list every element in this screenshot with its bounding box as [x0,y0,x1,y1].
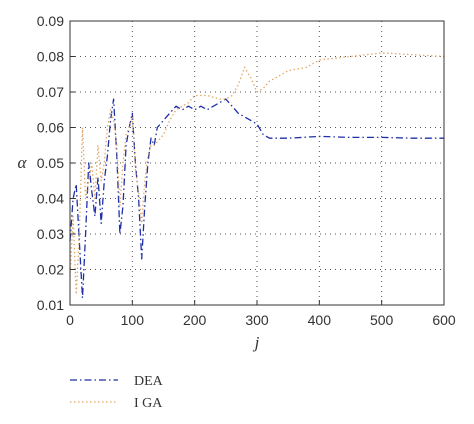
legend-label: I GA [134,396,163,411]
x-tick-label: 200 [183,312,207,328]
x-axis-label: j [253,333,260,352]
y-tick-label: 0.03 [37,226,64,242]
legend-label: DEA [134,374,164,389]
series-line-dea [69,98,444,299]
x-tick-label: 400 [308,312,332,328]
y-tick-label: 0.02 [37,262,64,278]
y-tick-label: 0.08 [37,49,64,65]
x-tick-label: 100 [121,312,145,328]
y-tick-label: 0.04 [37,191,64,207]
y-tick-label: 0.01 [37,297,64,313]
series-line-i-ga [69,52,445,296]
y-tick-label: 0.07 [37,84,64,100]
legend: DEA I GA [70,374,164,411]
x-tick-label: 600 [432,312,456,328]
y-axis-label: α [18,153,28,172]
y-tick-label: 0.05 [37,155,64,171]
x-tick-label: 0 [66,312,74,328]
y-tick-label: 0.06 [37,120,64,136]
y-tick-label: 0.09 [37,13,64,29]
x-tick-label: 300 [245,312,269,328]
x-axis: 0 100 200 300 400 500 600 [66,300,456,328]
grid [70,21,444,305]
x-tick-label: 500 [370,312,394,328]
series-layer [69,52,445,299]
y-axis: 0.01 0.02 0.03 0.04 0.05 0.06 0.07 0.08 0.09 [37,13,75,313]
plot-frame [69,20,445,306]
